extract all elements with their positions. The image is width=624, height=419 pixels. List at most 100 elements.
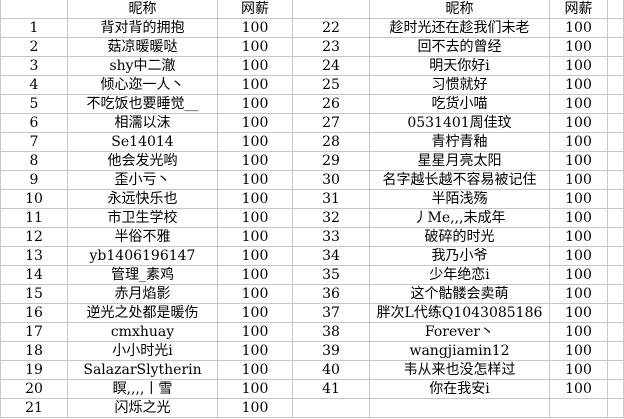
- salary-cell[interactable]: 100: [218, 190, 293, 209]
- nickname-cell[interactable]: 他会发光哟: [68, 152, 218, 171]
- row-number-cell[interactable]: 9: [1, 171, 68, 190]
- row-number-cell[interactable]: 41: [293, 380, 370, 399]
- nickname-cell[interactable]: cmxhuay: [68, 323, 218, 342]
- nickname-cell[interactable]: 瞑,,,,丨雪: [68, 380, 218, 399]
- row-number-cell[interactable]: 5: [1, 95, 68, 114]
- salary-cell[interactable]: 100: [550, 304, 608, 323]
- nickname-cell[interactable]: 这个骷髅会卖萌: [370, 285, 550, 304]
- salary-cell[interactable]: 100: [550, 76, 608, 95]
- row-number-cell[interactable]: 39: [293, 342, 370, 361]
- nickname-cell[interactable]: 闪烁之光: [68, 399, 218, 418]
- row-number-cell[interactable]: 17: [1, 323, 68, 342]
- nickname-cell[interactable]: 永远快乐也: [68, 190, 218, 209]
- row-number-cell[interactable]: 16: [1, 304, 68, 323]
- nickname-cell[interactable]: 名字越长越不容易被记住: [370, 171, 550, 190]
- row-number-cell[interactable]: 31: [293, 190, 370, 209]
- row-number-cell[interactable]: 11: [1, 209, 68, 228]
- salary-cell[interactable]: 100: [218, 399, 293, 418]
- salary-cell[interactable]: 100: [218, 38, 293, 57]
- row-number-cell[interactable]: 20: [1, 380, 68, 399]
- nickname-cell[interactable]: [370, 399, 550, 418]
- salary-cell[interactable]: 100: [218, 209, 293, 228]
- salary-cell[interactable]: 100: [550, 323, 608, 342]
- nickname-cell[interactable]: 菇凉暖暖哒: [68, 38, 218, 57]
- row-number-header-left[interactable]: [1, 0, 68, 19]
- salary-cell[interactable]: 100: [550, 95, 608, 114]
- row-number-cell[interactable]: 28: [293, 133, 370, 152]
- row-number-cell[interactable]: 15: [1, 285, 68, 304]
- nickname-cell[interactable]: 管理_素鸡: [68, 266, 218, 285]
- row-number-cell[interactable]: 3: [1, 57, 68, 76]
- row-number-cell[interactable]: 26: [293, 95, 370, 114]
- nickname-cell[interactable]: 吃货小喵: [370, 95, 550, 114]
- salary-cell[interactable]: 100: [550, 114, 608, 133]
- nickname-cell[interactable]: 青柠青釉: [370, 133, 550, 152]
- salary-cell[interactable]: 100: [550, 190, 608, 209]
- row-number-cell[interactable]: 13: [1, 247, 68, 266]
- salary-cell[interactable]: 100: [218, 285, 293, 304]
- nickname-cell[interactable]: shy中二澈: [68, 57, 218, 76]
- salary-cell[interactable]: 100: [218, 228, 293, 247]
- nickname-cell[interactable]: 半俗不雅: [68, 228, 218, 247]
- row-number-cell[interactable]: 40: [293, 361, 370, 380]
- nickname-cell[interactable]: 歪小亏丶: [68, 171, 218, 190]
- nickname-cell[interactable]: 少年绝恋i: [370, 266, 550, 285]
- row-number-cell[interactable]: 21: [1, 399, 68, 418]
- salary-cell[interactable]: 100: [218, 76, 293, 95]
- row-number-cell[interactable]: 29: [293, 152, 370, 171]
- salary-cell[interactable]: 100: [550, 247, 608, 266]
- salary-cell[interactable]: 100: [218, 380, 293, 399]
- nickname-cell[interactable]: 丿Me,,,未成年: [370, 209, 550, 228]
- row-number-cell[interactable]: 12: [1, 228, 68, 247]
- nickname-cell[interactable]: 小小时光i: [68, 342, 218, 361]
- salary-cell[interactable]: 100: [218, 266, 293, 285]
- row-number-cell[interactable]: 1: [1, 19, 68, 38]
- salary-cell[interactable]: 100: [550, 152, 608, 171]
- nickname-cell[interactable]: 明天你好i: [370, 57, 550, 76]
- salary-cell[interactable]: 100: [218, 114, 293, 133]
- nickname-header-left[interactable]: 昵称: [68, 0, 218, 19]
- row-number-cell[interactable]: 32: [293, 209, 370, 228]
- row-number-cell[interactable]: 19: [1, 361, 68, 380]
- salary-cell[interactable]: 100: [218, 247, 293, 266]
- nickname-cell[interactable]: 相濡以沫: [68, 114, 218, 133]
- salary-cell[interactable]: 100: [550, 228, 608, 247]
- salary-cell[interactable]: 100: [550, 171, 608, 190]
- row-number-cell[interactable]: 4: [1, 76, 68, 95]
- salary-header-left[interactable]: 网薪: [218, 0, 293, 19]
- nickname-cell[interactable]: 韦从来也没怎样过: [370, 361, 550, 380]
- salary-cell[interactable]: 100: [550, 57, 608, 76]
- salary-cell[interactable]: 100: [550, 285, 608, 304]
- row-number-cell[interactable]: 8: [1, 152, 68, 171]
- nickname-cell[interactable]: 习惯就好: [370, 76, 550, 95]
- salary-cell[interactable]: 100: [218, 304, 293, 323]
- row-number-cell[interactable]: 36: [293, 285, 370, 304]
- nickname-cell[interactable]: Forever丶: [370, 323, 550, 342]
- nickname-cell[interactable]: wangjiamin12: [370, 342, 550, 361]
- nickname-cell[interactable]: 趁时光还在趁我们未老: [370, 19, 550, 38]
- row-number-cell[interactable]: 2: [1, 38, 68, 57]
- row-number-cell[interactable]: 38: [293, 323, 370, 342]
- salary-cell[interactable]: 100: [218, 171, 293, 190]
- salary-cell[interactable]: 100: [550, 133, 608, 152]
- salary-cell[interactable]: 100: [218, 361, 293, 380]
- salary-cell[interactable]: 100: [550, 38, 608, 57]
- row-number-cell[interactable]: 33: [293, 228, 370, 247]
- nickname-cell[interactable]: 你在我安i: [370, 380, 550, 399]
- salary-cell[interactable]: 100: [550, 266, 608, 285]
- salary-header-right[interactable]: 网薪: [550, 0, 608, 19]
- row-number-cell[interactable]: 27: [293, 114, 370, 133]
- nickname-cell[interactable]: 不吃饭也要睡觉__: [68, 95, 218, 114]
- salary-cell[interactable]: 100: [550, 380, 608, 399]
- row-number-cell[interactable]: 6: [1, 114, 68, 133]
- salary-cell[interactable]: 100: [550, 361, 608, 380]
- salary-cell[interactable]: 100: [218, 57, 293, 76]
- nickname-cell[interactable]: 胖次L代练Q1043085186: [370, 304, 550, 323]
- row-number-cell[interactable]: 25: [293, 76, 370, 95]
- nickname-cell[interactable]: 逆光之处都是暖伤: [68, 304, 218, 323]
- row-number-cell[interactable]: 23: [293, 38, 370, 57]
- nickname-cell[interactable]: 我乃小爷: [370, 247, 550, 266]
- row-number-cell[interactable]: 35: [293, 266, 370, 285]
- salary-cell[interactable]: 100: [218, 342, 293, 361]
- row-number-cell[interactable]: 22: [293, 19, 370, 38]
